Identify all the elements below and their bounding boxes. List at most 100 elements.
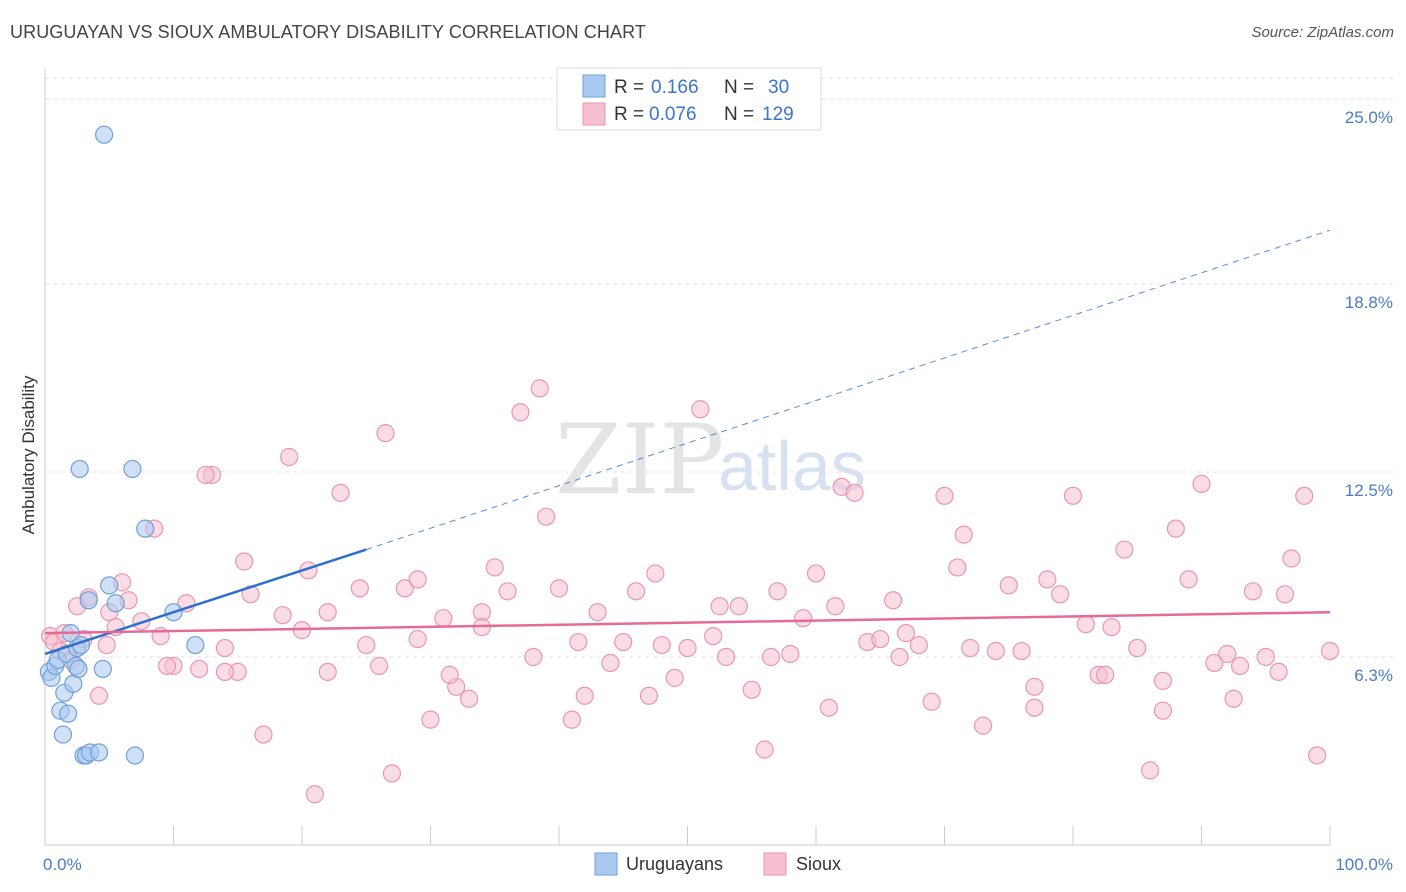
- sioux-point: [1205, 653, 1224, 673]
- sioux-point: [986, 641, 1006, 661]
- sioux-point: [1320, 641, 1340, 661]
- sioux-point: [575, 686, 594, 705]
- sioux-point: [1025, 677, 1044, 696]
- legend-sioux-r-label: R =: [614, 104, 644, 125]
- sioux-point: [954, 525, 973, 544]
- watermark: ZIP atlas: [555, 404, 866, 516]
- trend-lines: [44, 229, 1331, 656]
- sioux-point: [883, 591, 903, 610]
- sioux-point: [755, 740, 774, 759]
- sioux-point: [1230, 656, 1250, 676]
- sioux-point: [601, 653, 620, 673]
- sioux-point: [691, 400, 710, 419]
- legend-sioux-n-label: N =: [724, 104, 754, 125]
- sioux-point: [376, 424, 395, 443]
- legend-uruguayan-n-value: 30: [768, 77, 789, 98]
- uruguayan-point: [79, 591, 98, 610]
- sioux-point: [665, 668, 684, 687]
- sioux-point: [318, 662, 337, 682]
- sioux-point: [215, 638, 234, 658]
- sioux-point: [370, 656, 389, 676]
- legend-sioux-n-value: 129: [762, 104, 794, 125]
- sioux-point: [961, 638, 980, 658]
- sioux-point: [549, 579, 569, 598]
- sioux-point: [948, 558, 967, 577]
- uruguayan-point: [69, 659, 88, 679]
- sioux-point: [350, 579, 369, 598]
- sioux-point: [421, 710, 440, 729]
- uruguayan-point: [100, 576, 119, 595]
- sioux-point: [196, 465, 215, 485]
- sioux-point: [157, 656, 177, 676]
- sioux-point: [305, 785, 324, 804]
- sioux-point: [588, 603, 607, 622]
- sioux-trend-line: [44, 610, 1331, 635]
- sioux-point: [626, 582, 646, 601]
- sioux-point: [190, 659, 209, 679]
- sioux-point: [357, 635, 376, 655]
- uruguayan-point: [123, 459, 142, 479]
- sioux-point: [845, 483, 864, 502]
- sioux-point: [1295, 486, 1314, 505]
- sioux-point: [614, 632, 633, 652]
- sioux-point: [896, 624, 916, 643]
- y-tick-label: 18.8%: [1345, 293, 1393, 312]
- legend-uruguayan-n-label: N =: [724, 77, 754, 98]
- sioux-point: [710, 597, 729, 616]
- uruguayan-trend-line: [44, 548, 367, 656]
- sioux-point: [1140, 761, 1160, 780]
- legend-uruguayan-r-label: R =: [614, 77, 644, 98]
- sioux-point: [1153, 701, 1173, 720]
- watermark-zip: ZIP: [555, 404, 724, 516]
- sioux-point: [1063, 486, 1083, 505]
- sioux-point: [973, 716, 993, 735]
- uruguayan-point: [70, 459, 89, 479]
- sioux-point: [794, 609, 813, 628]
- y-tick-label: 12.5%: [1345, 481, 1393, 500]
- sioux-point: [819, 698, 838, 717]
- sioux-point: [781, 644, 800, 664]
- bottom-legend-swatch-uruguayans: [594, 852, 618, 876]
- sioux-point: [1179, 570, 1198, 589]
- sioux-point: [97, 635, 116, 655]
- bottom-legend-uruguayans: Uruguayans: [626, 854, 723, 874]
- sioux-point: [1038, 570, 1057, 589]
- sioux-point: [89, 686, 109, 705]
- sioux-point: [1224, 689, 1243, 708]
- sioux-point: [1275, 585, 1295, 604]
- sioux-point: [1256, 647, 1275, 667]
- sioux-point: [704, 626, 723, 646]
- legend-swatch-sioux: [582, 102, 606, 126]
- uruguayan-point: [93, 659, 112, 679]
- sioux-point: [826, 597, 845, 616]
- sioux-point: [280, 447, 299, 467]
- sioux-point: [1102, 618, 1121, 637]
- chart-title: URUGUAYAN VS SIOUX AMBULATORY DISABILITY…: [10, 22, 646, 42]
- series-legend: Uruguayans Sioux: [594, 852, 841, 876]
- uruguayan-point: [89, 743, 109, 762]
- sioux-point: [768, 582, 787, 601]
- uruguayan-point: [186, 635, 205, 655]
- uruguayan-trend-extension: [366, 229, 1331, 551]
- y-axis-title: Ambulatory Disability: [19, 375, 38, 534]
- sioux-point: [254, 725, 273, 744]
- sioux-point: [1308, 746, 1327, 765]
- uruguayan-point: [125, 746, 145, 765]
- sioux-point: [459, 689, 479, 708]
- sioux-point: [1153, 671, 1173, 690]
- sioux-point: [742, 680, 761, 699]
- sioux-point: [511, 403, 530, 422]
- sioux-point: [806, 564, 826, 583]
- sioux-point: [537, 507, 556, 526]
- sioux-point: [408, 629, 427, 649]
- sioux-point: [440, 665, 459, 684]
- sioux-point: [1166, 519, 1185, 538]
- sioux-point: [569, 632, 588, 652]
- sioux-point: [935, 486, 954, 505]
- sioux-point: [241, 585, 260, 604]
- sioux-point: [1096, 665, 1115, 684]
- data-points: [39, 125, 1340, 804]
- source-label: Source: ZipAtlas.com: [1251, 24, 1394, 41]
- stats-legend: R = 0.166 N = 30 R = 0.076 N = 129: [556, 67, 822, 131]
